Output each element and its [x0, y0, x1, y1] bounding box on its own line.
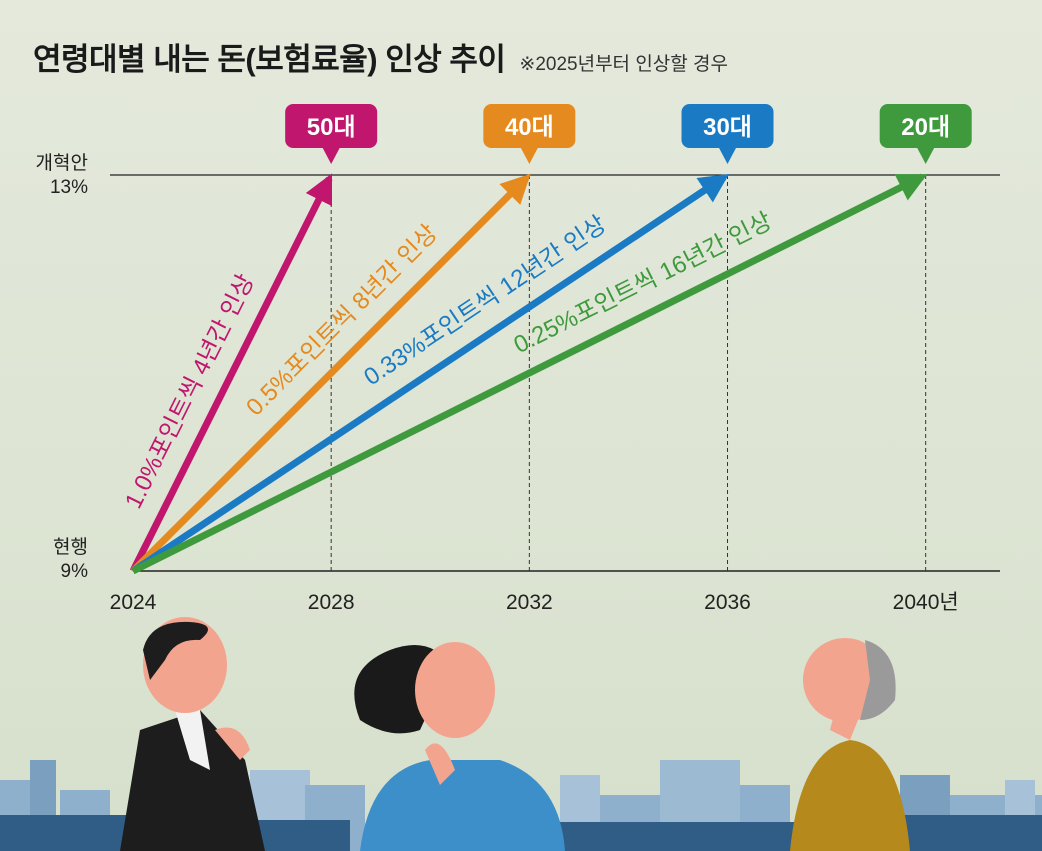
x-tick-label: 2032 — [506, 591, 553, 614]
x-tick-label: 2028 — [308, 591, 355, 614]
y-label-top: 개혁안 13% — [34, 152, 88, 200]
badge-30대 — [681, 104, 774, 148]
chart-area: 2024 2028 2032 2036 2040년 1.0%포인트씩 4년간 인상 50대 0… — [110, 104, 1000, 614]
y-label-top-value: 13% — [49, 177, 88, 198]
x-tick-label: 2036 — [704, 591, 751, 614]
illustration — [0, 617, 1042, 851]
badge-40대 — [483, 104, 576, 148]
badge-label-40대: 40대 — [505, 114, 554, 141]
y-label-top-name: 개혁안 — [35, 153, 88, 174]
y-label-bottom-value: 9% — [60, 561, 88, 582]
badge-label-50대: 50대 — [307, 114, 356, 141]
badge-pointer-20대 — [916, 147, 935, 164]
chart-title: 연령대별 내는 돈(보험료율) 인상 추이 — [33, 42, 506, 77]
badge-pointer-30대 — [718, 147, 737, 164]
title-row: 연령대별 내는 돈(보험료율) 인상 추이 ※2025년부터 인상할 경우 — [33, 34, 728, 79]
person-woman-middle — [354, 642, 565, 851]
series-label-50대: 1.0%포인트씩 4년간 인상 — [120, 270, 260, 513]
y-label-bottom-name: 현행 — [53, 537, 88, 558]
badge-label-30대: 30대 — [703, 114, 752, 141]
badge-20대 — [879, 104, 972, 148]
series-arrow-20대 — [131, 173, 928, 575]
person-man-left — [120, 617, 265, 851]
person-older-man-right — [790, 638, 910, 851]
x-tick-label: 2040년 — [893, 591, 959, 614]
x-tick-label: 2024 — [110, 591, 157, 614]
badge-pointer-50대 — [322, 147, 341, 164]
series-arrow-30대 — [131, 173, 730, 574]
series-label-30대: 0.33%포인트씩 12년간 인상 — [359, 211, 611, 391]
badge-label-20대: 20대 — [901, 114, 950, 141]
series-arrow-40대 — [130, 173, 531, 574]
series-label-40대: 0.5%포인트씩 8년간 인상 — [241, 220, 443, 421]
chart-subtitle: ※2025년부터 인상할 경우 — [519, 54, 728, 75]
badge-pointer-40대 — [520, 147, 539, 164]
series-arrow-50대 — [129, 173, 333, 573]
badge-50대 — [285, 104, 378, 148]
y-label-bottom: 현행 9% — [34, 536, 88, 584]
